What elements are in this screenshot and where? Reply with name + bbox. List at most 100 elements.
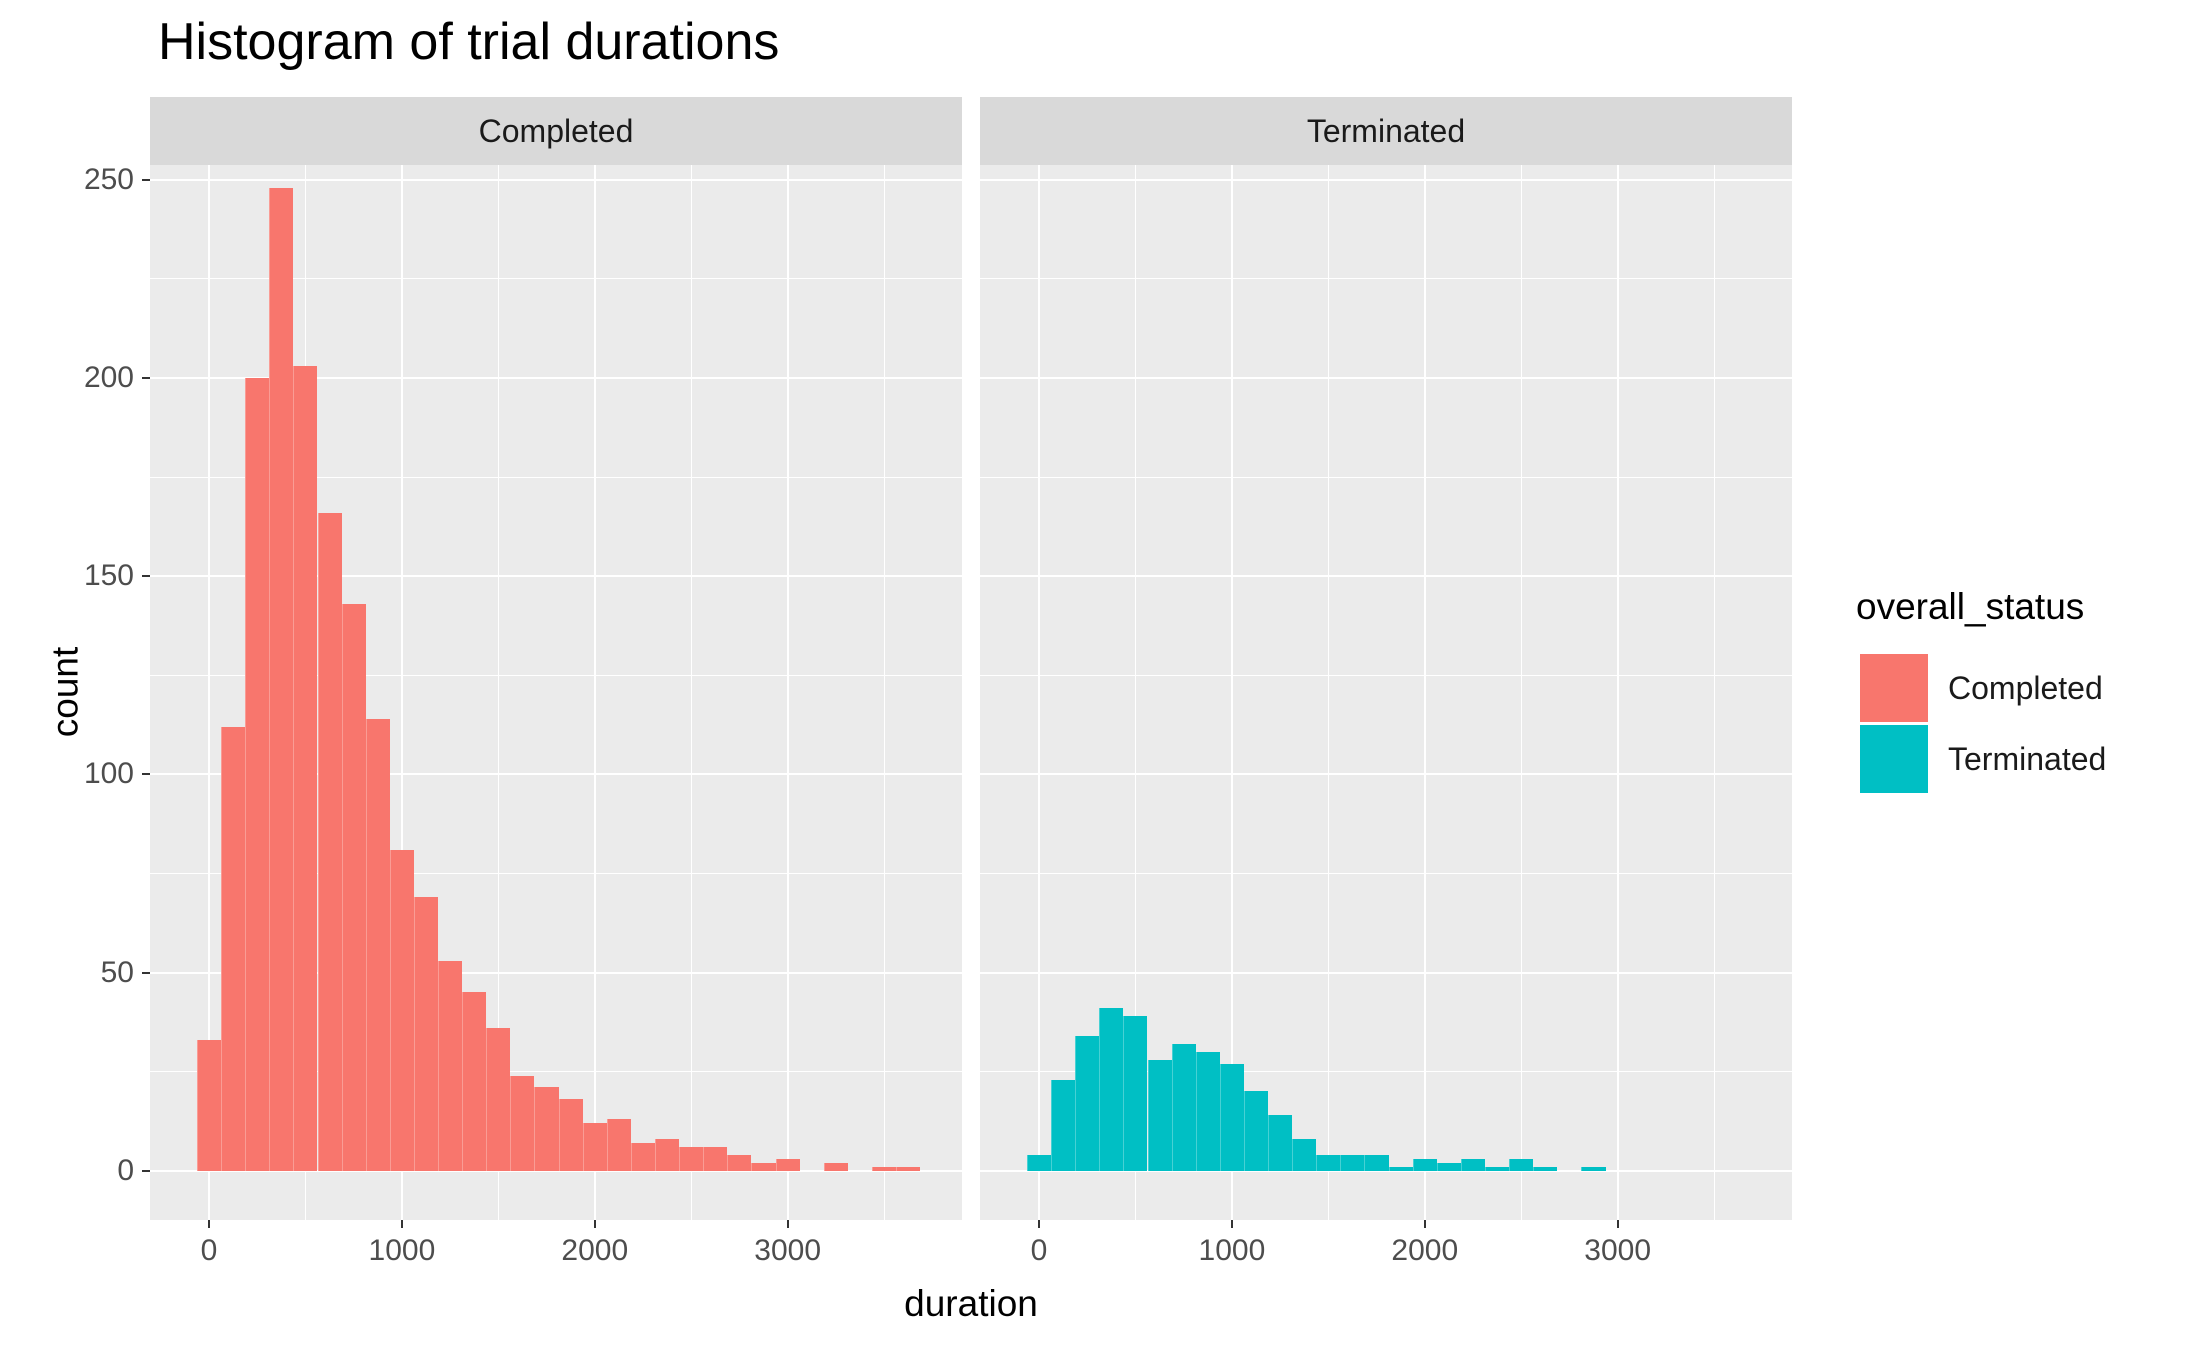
histogram-bar (606, 1119, 631, 1171)
histogram-bar (365, 718, 390, 1171)
histogram-bar (196, 1039, 222, 1171)
x-tick-label: 0 (1030, 1234, 1048, 1267)
x-tick-mark (1038, 1220, 1041, 1228)
y-tick-label: 0 (117, 1153, 134, 1187)
histogram-bar (823, 1162, 848, 1171)
histogram-bar (317, 512, 342, 1171)
legend-key-completed-swatch (1860, 654, 1928, 722)
panel-completed (150, 165, 962, 1220)
gridline-x-minor (1327, 165, 1329, 1220)
histogram-bar (1292, 1138, 1317, 1171)
histogram-bar (630, 1142, 656, 1171)
gridline-x-major (593, 165, 596, 1220)
histogram-bar (1581, 1166, 1606, 1171)
y-tick-label: 150 (83, 559, 134, 593)
histogram-bar (1316, 1154, 1341, 1171)
gridline-x-major (1423, 165, 1426, 1220)
histogram-bar (413, 897, 439, 1171)
histogram-bar (269, 187, 294, 1171)
x-tick-mark (1230, 1220, 1233, 1228)
gridline-x-minor (1520, 165, 1522, 1220)
legend-label-completed: Completed (1948, 669, 2103, 706)
gridline-y-minor (980, 674, 1792, 676)
histogram-bar (872, 1166, 897, 1171)
histogram-bar (293, 366, 318, 1171)
histogram-bar (1123, 1016, 1148, 1171)
gridline-y-major (150, 178, 962, 181)
histogram-bar (1388, 1166, 1413, 1171)
gridline-y-minor (980, 476, 1792, 478)
gridline-y-major (980, 971, 1792, 974)
legend-item-terminated: Terminated (1856, 725, 2106, 793)
x-tick-mark (1616, 1220, 1619, 1228)
histogram-bar (1147, 1059, 1172, 1171)
gridline-x-major (208, 165, 211, 1220)
y-axis-title: count (44, 646, 86, 738)
y-tick-label: 250 (83, 162, 134, 196)
gridline-y-major (150, 575, 962, 578)
histogram-bar (438, 960, 463, 1171)
histogram-bar (655, 1138, 680, 1171)
histogram-bar (534, 1087, 559, 1171)
facet-strip-label: Completed (478, 112, 634, 149)
gridline-y-major (980, 376, 1792, 379)
y-tick-mark (142, 178, 150, 181)
gridline-y-major (150, 971, 962, 974)
facet-strip-label: Terminated (1306, 112, 1466, 149)
histogram-bar (245, 377, 270, 1171)
y-tick-mark (142, 971, 150, 974)
x-tick-label: 1000 (1198, 1234, 1266, 1267)
histogram-bar (1460, 1158, 1486, 1171)
x-tick-mark (786, 1220, 789, 1228)
gridline-x-major (1616, 165, 1619, 1220)
gridline-x-minor (497, 165, 499, 1220)
y-tick-mark (142, 1169, 150, 1172)
histogram-bar (679, 1146, 704, 1171)
x-tick-label: 3000 (754, 1234, 822, 1267)
legend-title: overall_status (1856, 586, 2085, 627)
x-tick-mark (400, 1220, 403, 1228)
y-tick-mark (142, 773, 150, 776)
histogram-bar (1195, 1051, 1220, 1171)
histogram-bar (1364, 1154, 1389, 1171)
gridline-y-major (150, 376, 962, 379)
gridline-y-minor (150, 476, 962, 478)
gridline-x-minor (883, 165, 885, 1220)
histogram-bar (582, 1123, 607, 1171)
histogram-bar (389, 849, 414, 1171)
gridline-x-minor (690, 165, 692, 1220)
histogram-bar (1051, 1079, 1076, 1171)
x-tick-mark (1423, 1220, 1426, 1228)
gridline-x-major (786, 165, 789, 1220)
gridline-y-minor (980, 278, 1792, 280)
gridline-x-minor (1713, 165, 1715, 1220)
histogram-bar (462, 992, 487, 1171)
histogram-bar (775, 1158, 800, 1171)
histogram-bar (1436, 1162, 1461, 1171)
x-axis-title: duration (904, 1283, 1038, 1324)
y-tick-mark (142, 575, 150, 578)
gridline-y-major (150, 1169, 962, 1172)
histogram-bar (486, 1028, 511, 1171)
legend: overall_status Completed Terminated (1856, 586, 2106, 796)
histogram-bar (1026, 1154, 1052, 1171)
gridline-y-minor (980, 1071, 1792, 1073)
gridline-x-major (1230, 165, 1233, 1220)
histogram-bar (1485, 1166, 1510, 1171)
histogram-bar (1268, 1115, 1293, 1171)
gridline-y-minor (980, 872, 1792, 874)
histogram-bar (1099, 1008, 1124, 1171)
x-tick-label: 3000 (1584, 1234, 1652, 1267)
histogram-bar (1171, 1043, 1196, 1171)
x-tick-label: 2000 (561, 1234, 629, 1267)
gridline-y-major (980, 575, 1792, 578)
x-tick-mark (208, 1220, 211, 1228)
histogram-bar (558, 1099, 583, 1171)
plot-title: Histogram of trial durations (158, 13, 780, 71)
legend-label-terminated: Terminated (1948, 740, 2107, 777)
gridline-y-minor (150, 278, 962, 280)
histogram-bar (1219, 1063, 1244, 1171)
x-tick-label: 1000 (368, 1234, 436, 1267)
histogram-bar (1412, 1158, 1437, 1171)
